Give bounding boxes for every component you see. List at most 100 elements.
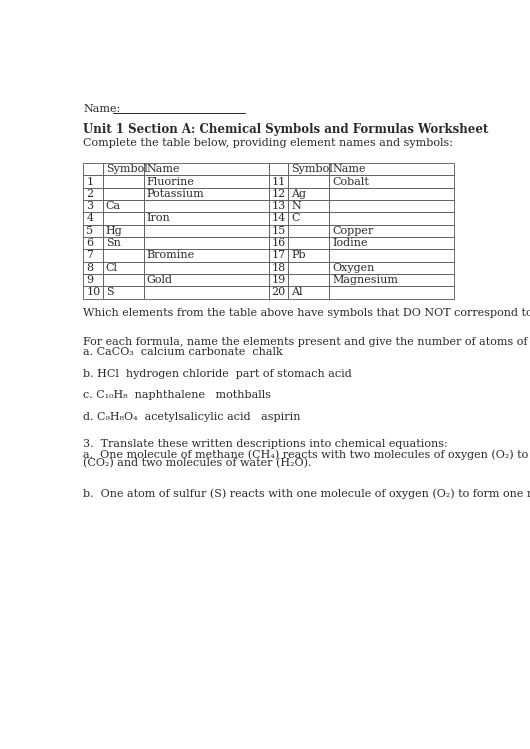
Bar [269, 237, 288, 249]
Bar [83, 188, 103, 200]
Bar [83, 237, 103, 249]
Bar [288, 249, 329, 261]
Text: N: N [291, 201, 301, 211]
Text: Al: Al [291, 288, 303, 297]
Bar [288, 188, 329, 200]
Text: S: S [106, 288, 113, 297]
Text: Ag: Ag [291, 189, 306, 198]
Text: 10: 10 [86, 288, 101, 297]
Text: Name: Name [147, 164, 180, 175]
Text: 11: 11 [271, 177, 286, 187]
Text: Cl: Cl [106, 263, 118, 273]
Text: 1: 1 [86, 177, 93, 187]
Bar [103, 249, 144, 261]
Text: Pb: Pb [291, 250, 306, 261]
Text: Name:: Name: [83, 104, 120, 114]
Bar [329, 249, 454, 261]
Text: 3.  Translate these written descriptions into chemical equations:: 3. Translate these written descriptions … [83, 440, 448, 449]
Bar [144, 237, 269, 249]
Text: 18: 18 [271, 263, 286, 273]
Text: Oxygen: Oxygen [332, 263, 375, 273]
Text: Copper: Copper [332, 225, 373, 236]
Bar [144, 225, 269, 237]
Bar [269, 212, 288, 225]
Text: Symbol: Symbol [291, 164, 333, 175]
Bar [83, 175, 103, 188]
Text: 4: 4 [86, 213, 93, 223]
Text: Which elements from the table above have symbols that DO NOT correspond to their: Which elements from the table above have… [83, 308, 530, 318]
Bar [144, 163, 269, 175]
Bar [329, 175, 454, 188]
Bar [288, 225, 329, 237]
Text: 9: 9 [86, 275, 93, 285]
Text: Ca: Ca [106, 201, 121, 211]
Bar [329, 212, 454, 225]
Bar [269, 286, 288, 299]
Bar [329, 225, 454, 237]
Text: C: C [291, 213, 299, 223]
Bar [269, 261, 288, 274]
Bar [144, 212, 269, 225]
Bar [103, 200, 144, 212]
Bar [83, 200, 103, 212]
Bar [269, 175, 288, 188]
Bar [269, 274, 288, 286]
Text: Magnesium: Magnesium [332, 275, 398, 285]
Bar [269, 188, 288, 200]
Bar [288, 163, 329, 175]
Text: 12: 12 [271, 189, 286, 198]
Bar [83, 286, 103, 299]
Text: Potassium: Potassium [147, 189, 205, 198]
Bar [329, 261, 454, 274]
Bar [329, 286, 454, 299]
Bar [269, 200, 288, 212]
Bar [103, 274, 144, 286]
Text: b. HCl  hydrogen chloride  part of stomach acid: b. HCl hydrogen chloride part of stomach… [83, 369, 352, 379]
Text: Complete the table below, providing element names and symbols:: Complete the table below, providing elem… [83, 138, 453, 148]
Text: 20: 20 [271, 288, 286, 297]
Bar [144, 249, 269, 261]
Bar [329, 274, 454, 286]
Text: 5: 5 [86, 225, 93, 236]
Bar [144, 175, 269, 188]
Text: 14: 14 [271, 213, 286, 223]
Bar [144, 188, 269, 200]
Text: Hg: Hg [106, 225, 122, 236]
Text: 17: 17 [271, 250, 286, 261]
Bar [288, 237, 329, 249]
Text: Bromine: Bromine [147, 250, 195, 261]
Text: 3: 3 [86, 201, 93, 211]
Bar [103, 286, 144, 299]
Text: Sn: Sn [106, 238, 121, 248]
Bar [103, 225, 144, 237]
Text: b.  One atom of sulfur (S) reacts with one molecule of oxygen (O₂) to form one m: b. One atom of sulfur (S) reacts with on… [83, 488, 530, 499]
Text: Iodine: Iodine [332, 238, 368, 248]
Text: Unit 1 Section A: Chemical Symbols and Formulas Worksheet: Unit 1 Section A: Chemical Symbols and F… [83, 123, 489, 136]
Bar [288, 212, 329, 225]
Text: Name: Name [332, 164, 366, 175]
Bar [103, 212, 144, 225]
Bar [329, 237, 454, 249]
Bar [103, 261, 144, 274]
Bar [329, 188, 454, 200]
Text: For each formula, name the elements present and give the number of atoms of each: For each formula, name the elements pres… [83, 337, 530, 347]
Bar [288, 261, 329, 274]
Bar [144, 261, 269, 274]
Text: a.  One molecule of methane (CH₄) reacts with two molecules of oxygen (O₂) to fo: a. One molecule of methane (CH₄) reacts … [83, 449, 530, 460]
Bar [83, 274, 103, 286]
Bar [83, 163, 103, 175]
Text: Gold: Gold [147, 275, 173, 285]
Bar [83, 225, 103, 237]
Text: c. C₁₀H₈  naphthalene   mothballs: c. C₁₀H₈ naphthalene mothballs [83, 390, 271, 400]
Text: 15: 15 [271, 225, 286, 236]
Text: 2: 2 [86, 189, 93, 198]
Text: 7: 7 [86, 250, 93, 261]
Bar [83, 261, 103, 274]
Text: 16: 16 [271, 238, 286, 248]
Bar [144, 286, 269, 299]
Bar [288, 200, 329, 212]
Bar [329, 200, 454, 212]
Text: Fluorine: Fluorine [147, 177, 195, 187]
Bar [269, 225, 288, 237]
Bar [269, 249, 288, 261]
